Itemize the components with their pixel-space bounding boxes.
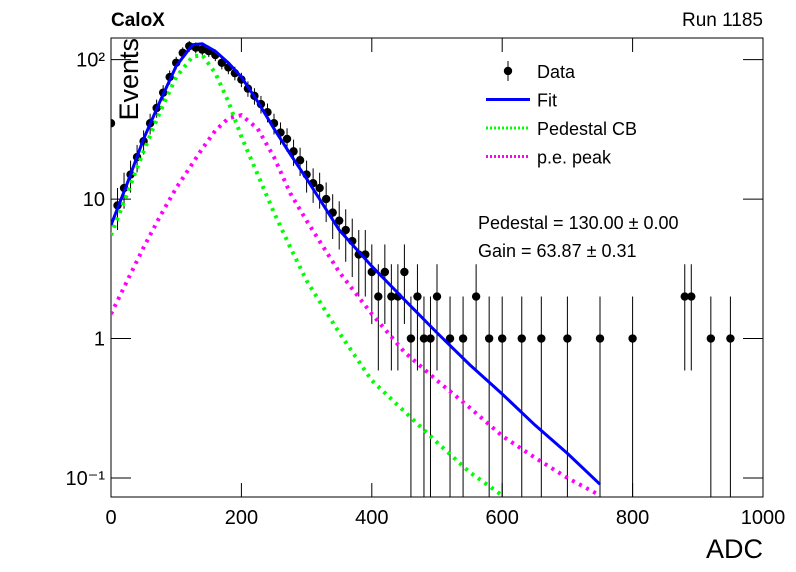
fit-curve — [111, 112, 601, 497]
legend-label: Pedestal CB — [537, 119, 637, 139]
x-tick-label: 1000 — [741, 507, 786, 529]
data-point — [400, 267, 409, 277]
data-point — [321, 194, 331, 204]
annotation: Gain = 63.87 ± 0.31 — [478, 241, 637, 261]
y-tick-label: 10⁻¹ — [66, 468, 106, 490]
y-tick-label: 10² — [76, 50, 105, 72]
data-point — [295, 156, 305, 165]
data-point — [426, 334, 435, 343]
data-point — [687, 292, 696, 301]
data-point — [282, 134, 292, 144]
data-point — [517, 334, 526, 343]
data-point — [380, 267, 390, 277]
data-point — [498, 334, 507, 343]
chart-title: CaloX — [111, 10, 165, 31]
x-tick-label: 800 — [616, 507, 649, 529]
data-point — [680, 292, 689, 301]
legend-label: p.e. peak — [537, 148, 612, 168]
data-point — [595, 334, 605, 343]
data-point — [445, 334, 455, 343]
x-tick-label: 200 — [225, 507, 258, 529]
legend-label: Data — [537, 62, 576, 82]
data-point — [726, 334, 735, 343]
data-point — [563, 334, 572, 343]
plot-frame — [110, 37, 764, 498]
data-point — [111, 119, 116, 128]
fit-curve — [111, 52, 504, 497]
data-point — [387, 292, 396, 301]
fit-curve — [111, 42, 602, 486]
y-tick-label: 1 — [94, 329, 105, 351]
data-point — [315, 183, 324, 193]
data-point — [374, 292, 383, 301]
data-point — [419, 334, 429, 343]
data-point — [413, 292, 422, 301]
data-point — [484, 334, 494, 343]
data-point — [458, 334, 468, 343]
x-tick-label: 600 — [486, 507, 519, 529]
data-point — [471, 292, 481, 301]
data-point — [335, 216, 344, 225]
data-point — [341, 225, 350, 235]
legend-label: Fit — [537, 91, 557, 111]
annotation: Pedestal = 130.00 ± 0.00 — [478, 213, 679, 233]
chart-subtitle: Run 1185 — [682, 10, 763, 31]
data-point — [628, 334, 637, 343]
data-point — [432, 292, 442, 301]
x-tick-label: 400 — [355, 507, 388, 529]
y-axis-label: Events — [114, 38, 144, 121]
legend-marker — [503, 66, 513, 76]
x-axis-label: ADC — [706, 534, 763, 564]
data-point — [537, 334, 546, 343]
data-point — [198, 45, 207, 54]
x-tick-label: 0 — [105, 507, 116, 529]
plot-area — [111, 40, 735, 497]
data-point — [406, 334, 416, 343]
y-tick-label: 10 — [83, 189, 105, 211]
data-point — [706, 334, 716, 343]
